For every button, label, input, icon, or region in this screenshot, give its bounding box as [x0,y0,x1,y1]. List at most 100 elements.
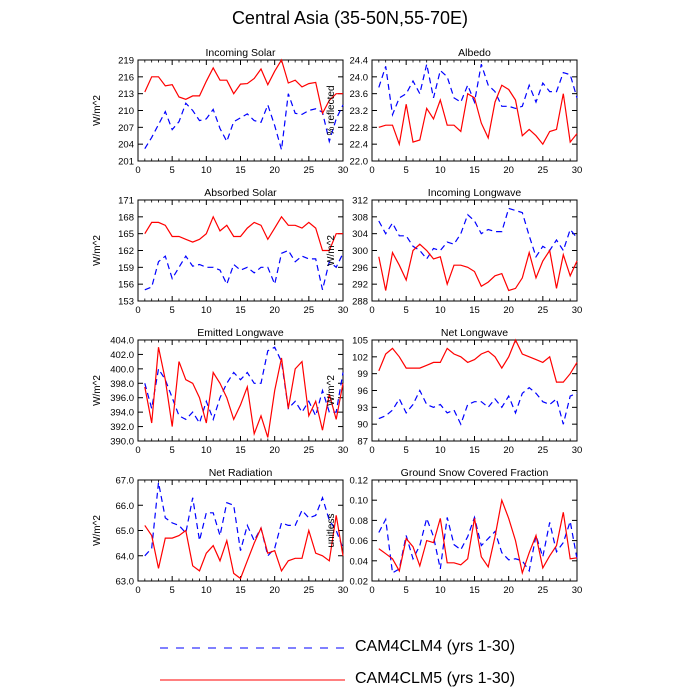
panel-absorbed-solar-ytick-label: 168 [118,212,134,223]
panel-incoming-solar-ytick-label: 201 [118,157,134,168]
panel-albedo: Albedo % reflected 22.0 22.4 22.8 23.2 23.6 24.… [326,47,582,176]
panel-ground-snow-covered-fraction: Ground Snow Covered Fraction unitless 0.02… [326,467,582,596]
panel-incoming-solar-ytick-label: 219 [118,56,134,67]
panel-absorbed-solar-xtick-label: 25 [304,305,315,316]
panel-incoming-longwave-ytick-label: 300 [352,246,368,257]
panel-ground-snow-covered-fraction-xtick-label: 25 [538,585,549,596]
panel-incoming-solar-series-cam4clm4 [144,93,344,150]
panel-net-radiation-xtick-label: 5 [170,585,175,596]
panel-incoming-solar-ytick-label: 207 [118,123,134,134]
panel-net-longwave-xtick-label: 10 [435,445,446,456]
panel-albedo-ytick-label: 22.4 [350,140,369,151]
panel-ground-snow-covered-fraction-title: Ground Snow Covered Fraction [401,467,549,479]
panel-ground-snow-covered-fraction-series-cam4clm4 [378,515,578,574]
panel-incoming-longwave-series-cam4clm5 [378,243,578,292]
panel-net-radiation-ytick-label: 64.0 [116,551,135,562]
panel-net-longwave-xtick-label: 30 [572,445,583,456]
panel-albedo-ytick-label: 23.2 [350,106,369,117]
panel-net-longwave-ytick-label: 102 [352,352,368,363]
panel-ground-snow-covered-fraction-xtick-label: 30 [572,585,583,596]
panel-albedo-ylabel: % reflected [326,85,337,135]
panel-absorbed-solar-xtick-label: 5 [170,305,175,316]
panel-emitted-longwave-ytick-label: 400.0 [110,364,134,375]
panel-emitted-longwave-ytick-label: 402.0 [110,350,134,361]
panel-net-radiation-title: Net Radiation [209,467,273,479]
panel-incoming-longwave-frame [371,199,578,302]
panel-ground-snow-covered-fraction-ytick-label: 0.06 [350,536,369,547]
panel-absorbed-solar-xtick-label: 10 [201,305,212,316]
panel-incoming-longwave-xtick-label: 20 [503,305,514,316]
panel-ground-snow-covered-fraction-xtick-label: 15 [469,585,480,596]
panel-ground-snow-covered-fraction-xtick-label: 0 [369,585,374,596]
panel-emitted-longwave-series-cam4clm5 [144,347,344,438]
panel-incoming-longwave-xtick-label: 10 [435,305,446,316]
panel-incoming-solar-xtick-label: 0 [135,165,140,176]
panel-incoming-longwave-ytick-label: 312 [352,196,368,207]
panel-ground-snow-covered-fraction-ylabel: unitless [326,514,337,548]
panel-ground-snow-covered-fraction-xtick-label: 20 [503,585,514,596]
panel-incoming-longwave-xtick-label: 0 [369,305,374,316]
panel-net-longwave-xtick-label: 25 [538,445,549,456]
panel-absorbed-solar-series-cam4clm5 [144,215,343,252]
panel-emitted-longwave-xtick-label: 15 [235,445,246,456]
panel-net-radiation-ylabel: W/m^2 [92,515,103,546]
panel-incoming-longwave-ytick-label: 296 [352,263,368,274]
panel-albedo-xtick-label: 20 [503,165,514,176]
panel-net-longwave-ylabel: W/m^2 [326,375,337,406]
panel-net-longwave-ytick-label: 87 [357,437,368,448]
panel-emitted-longwave: Emitted Longwave W/m^2 390.0 392.0 394.0 396.… [92,327,348,456]
panel-albedo-xtick-label: 0 [369,165,374,176]
panel-net-radiation-xtick-label: 0 [135,585,140,596]
panel-net-radiation-frame [137,479,344,582]
panel-emitted-longwave-xtick-label: 20 [269,445,280,456]
panel-absorbed-solar-ytick-label: 156 [118,280,134,291]
panel-net-radiation-xtick-label: 10 [201,585,212,596]
panel-ground-snow-covered-fraction-xtick-label: 5 [404,585,409,596]
panel-net-longwave-series-cam4clm4 [378,386,578,426]
panel-net-longwave-frame [371,339,578,442]
panel-incoming-solar-ytick-label: 210 [118,106,134,117]
panel-ground-snow-covered-fraction-series-cam4clm5 [378,497,578,576]
panel-emitted-longwave-series-cam4clm4 [144,346,344,425]
panel-net-radiation: Net Radiation W/m^2 63.0 64.0 65.0 66.0 67.0 0 5… [92,467,348,596]
panel-ground-snow-covered-fraction-xtick-label: 10 [435,585,446,596]
panel-ground-snow-covered-fraction-ytick-label: 0.02 [350,577,369,588]
panel-incoming-longwave-xtick-label: 30 [572,305,583,316]
panel-albedo-title: Albedo [458,47,491,59]
panel-incoming-solar-title: Incoming Solar [205,47,276,59]
panel-net-longwave-xtick-label: 5 [404,445,409,456]
panel-net-radiation-ytick-label: 65.0 [116,526,135,537]
panel-albedo-ytick-label: 22.0 [350,157,369,168]
panel-net-radiation-xtick-label: 25 [304,585,315,596]
panel-incoming-solar-xtick-label: 15 [235,165,246,176]
panel-emitted-longwave-xtick-label: 30 [338,445,349,456]
panel-ground-snow-covered-fraction-ytick-label: 0.12 [350,476,369,487]
panel-incoming-longwave-xtick-label: 5 [404,305,409,316]
panel-albedo-ytick-label: 23.6 [350,89,369,100]
panel-emitted-longwave-xtick-label: 0 [135,445,140,456]
panel-albedo-ytick-label: 24.4 [350,56,369,67]
panel-net-radiation-ytick-label: 67.0 [116,476,135,487]
panel-net-longwave-series-cam4clm5 [378,338,578,383]
panel-emitted-longwave-ytick-label: 394.0 [110,408,134,419]
panel-net-radiation-xtick-label: 20 [269,585,280,596]
figure-title: Central Asia (35-50N,55-70E) [231,8,469,28]
panel-absorbed-solar-ytick-label: 165 [118,229,134,240]
panel-albedo-frame [371,59,578,162]
panel-absorbed-solar-xtick-label: 0 [135,305,140,316]
panel-incoming-longwave-ytick-label: 292 [352,280,368,291]
panel-absorbed-solar-ytick-label: 153 [118,297,134,308]
panel-incoming-longwave-ytick-label: 304 [352,229,368,240]
panel-albedo-xtick-label: 25 [538,165,549,176]
panel-net-longwave-xtick-label: 0 [369,445,374,456]
panel-absorbed-solar-ytick-label: 162 [118,246,134,257]
panel-incoming-longwave-series-cam4clm4 [378,207,578,260]
legend-label-cam4clm5: CAM4CLM5 (yrs 1-30) [355,670,516,687]
panel-albedo-ytick-label: 24.0 [350,72,369,83]
panel-absorbed-solar-xtick-label: 15 [235,305,246,316]
panel-net-longwave-ytick-label: 93 [357,403,368,414]
panel-net-longwave-ytick-label: 99 [357,369,368,380]
panel-incoming-solar-ytick-label: 213 [118,89,134,100]
panel-albedo-xtick-label: 10 [435,165,446,176]
